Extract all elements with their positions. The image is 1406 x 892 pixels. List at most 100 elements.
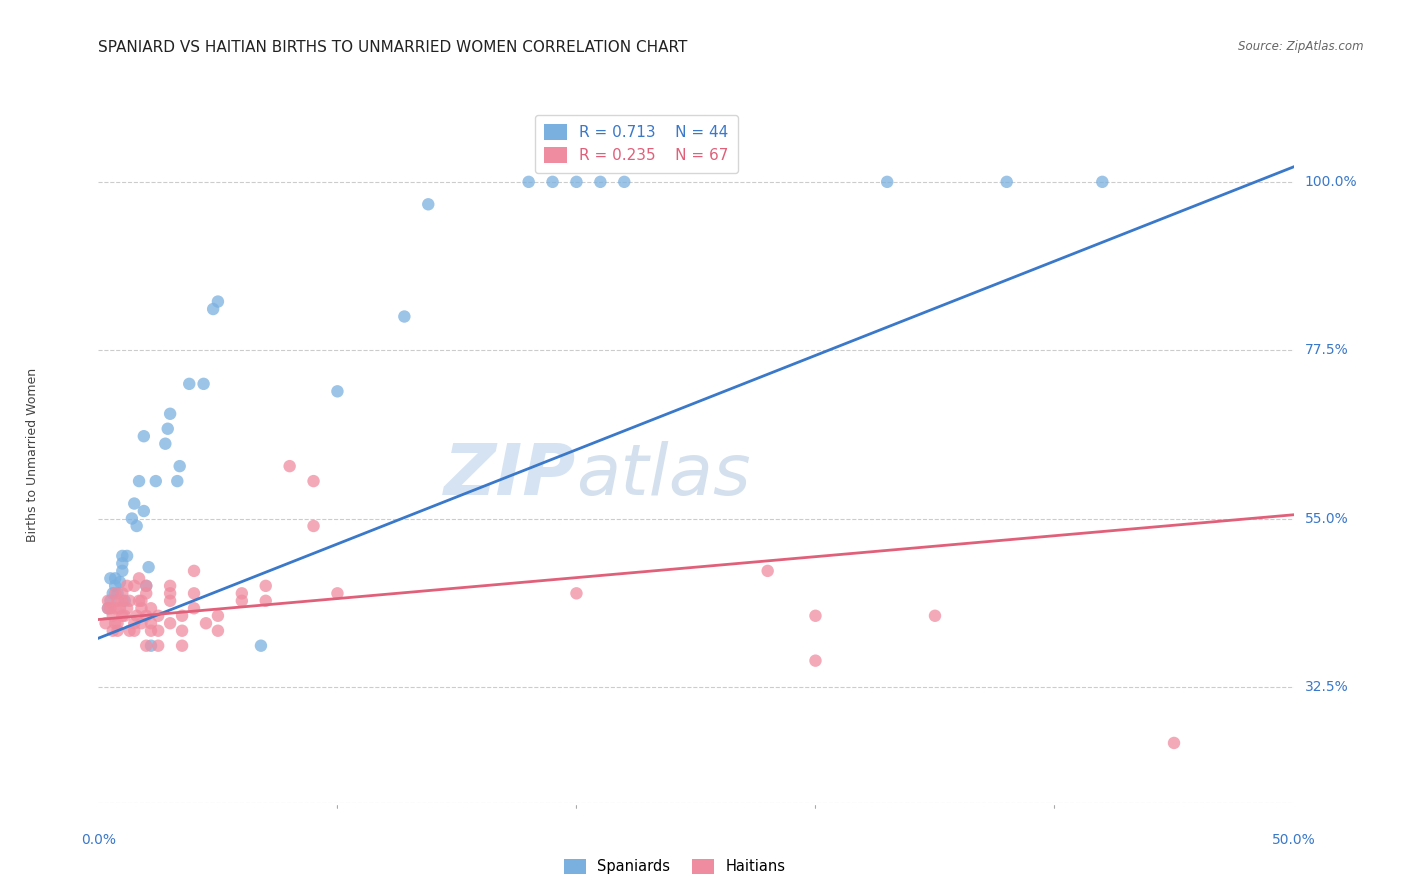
Point [98, 571, 122, 585]
Point [924, 608, 946, 623]
Point [207, 294, 229, 309]
Point [131, 616, 153, 631]
Point [278, 459, 301, 474]
Point [115, 579, 138, 593]
Text: 32.5%: 32.5% [1305, 680, 1348, 694]
Point [169, 459, 191, 474]
Point [111, 586, 134, 600]
Point [97, 594, 120, 608]
Point [179, 376, 201, 391]
Point [138, 560, 160, 574]
Point [107, 594, 129, 608]
Point [183, 564, 205, 578]
Point [756, 564, 779, 578]
Point [148, 624, 170, 638]
Point [156, 422, 179, 436]
Point [254, 594, 277, 608]
Text: atlas: atlas [576, 442, 751, 510]
Point [131, 601, 153, 615]
Text: Source: ZipAtlas.com: Source: ZipAtlas.com [1239, 40, 1364, 54]
Point [111, 549, 134, 563]
Point [565, 586, 588, 600]
Point [101, 608, 124, 623]
Point [124, 497, 146, 511]
Point [541, 175, 564, 189]
Point [1091, 175, 1114, 189]
Point [111, 608, 134, 623]
Point [394, 310, 416, 324]
Point [135, 639, 157, 653]
Point [159, 407, 181, 421]
Point [302, 474, 325, 488]
Point [172, 624, 194, 638]
Point [135, 579, 157, 593]
Point [250, 639, 273, 653]
Text: SPANIARD VS HAITIAN BIRTHS TO UNMARRIED WOMEN CORRELATION CHART: SPANIARD VS HAITIAN BIRTHS TO UNMARRIED … [98, 40, 688, 55]
Point [517, 175, 540, 189]
Point [193, 376, 215, 391]
Point [207, 624, 229, 638]
Point [159, 616, 181, 631]
Point [124, 579, 146, 593]
Text: 0.0%: 0.0% [82, 833, 115, 847]
Point [125, 519, 148, 533]
Point [166, 474, 188, 488]
Point [132, 429, 155, 443]
Point [183, 601, 205, 615]
Point [98, 601, 122, 615]
Point [107, 586, 129, 600]
Point [125, 608, 148, 623]
Point [108, 601, 131, 615]
Point [115, 601, 138, 615]
Point [118, 594, 141, 608]
Point [302, 519, 325, 533]
Text: 77.5%: 77.5% [1305, 343, 1348, 357]
Point [155, 436, 177, 450]
Point [111, 594, 134, 608]
Point [207, 608, 229, 623]
Point [101, 586, 124, 600]
Point [804, 654, 827, 668]
Text: 100.0%: 100.0% [1305, 175, 1357, 189]
Point [135, 586, 157, 600]
Point [418, 197, 440, 211]
Point [231, 594, 253, 608]
Point [326, 384, 349, 399]
Point [139, 624, 162, 638]
Point [804, 608, 827, 623]
Text: 50.0%: 50.0% [1271, 833, 1316, 847]
Point [589, 175, 612, 189]
Point [107, 616, 129, 631]
Point [104, 579, 127, 593]
Legend: R = 0.713    N = 44, R = 0.235    N = 67: R = 0.713 N = 44, R = 0.235 N = 67 [534, 115, 738, 173]
Point [172, 639, 194, 653]
Point [104, 571, 127, 585]
Point [121, 511, 143, 525]
Point [104, 586, 127, 600]
Point [94, 616, 117, 631]
Point [135, 579, 157, 593]
Legend: Spaniards, Haitians: Spaniards, Haitians [558, 853, 792, 880]
Point [114, 608, 136, 623]
Point [108, 575, 131, 590]
Point [107, 624, 129, 638]
Point [159, 586, 181, 600]
Point [139, 639, 162, 653]
Point [231, 586, 253, 600]
Point [565, 175, 588, 189]
Point [139, 601, 162, 615]
Point [97, 601, 120, 615]
Point [148, 608, 170, 623]
Point [139, 616, 162, 631]
Point [98, 594, 122, 608]
Point [111, 557, 134, 571]
Point [128, 474, 150, 488]
Point [326, 586, 349, 600]
Point [159, 579, 181, 593]
Point [118, 624, 141, 638]
Point [115, 549, 138, 563]
Point [131, 594, 153, 608]
Point [202, 301, 225, 316]
Point [183, 586, 205, 600]
Point [114, 594, 136, 608]
